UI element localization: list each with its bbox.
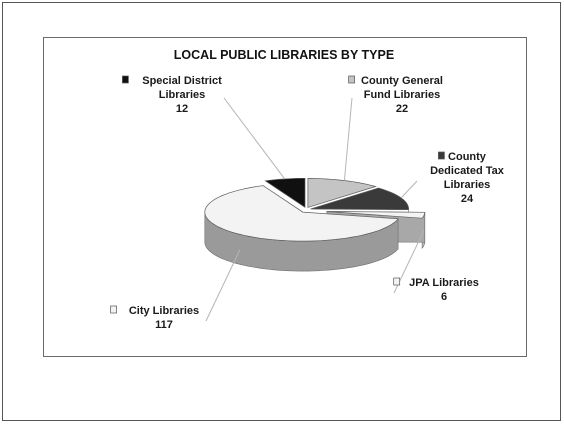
slice-label-text: Libraries [159, 89, 205, 101]
slice-label-text: Dedicated Tax [430, 165, 505, 177]
slice-label-text: County [448, 151, 487, 163]
pie-slice-5 [264, 177, 306, 208]
leader-line-5 [223, 97, 286, 180]
slice-label-4: City Libraries 117 [110, 305, 199, 331]
slice-marker [122, 75, 129, 84]
leader-line-1 [343, 97, 353, 181]
pie-slice-2 [310, 187, 409, 211]
leader-line-2 [400, 180, 418, 199]
slice-label-text: County General [361, 75, 443, 87]
slice-label-text: Special District [142, 75, 222, 87]
slice-marker [393, 277, 401, 286]
slice-value: 22 [396, 103, 408, 115]
leader-line-4 [205, 249, 241, 322]
slice-label-text: Fund Libraries [364, 89, 440, 101]
slice-value: 24 [461, 193, 474, 205]
outer-frame: LOCAL PUBLIC LIBRARIES BY TYPE County Ge… [2, 2, 561, 421]
slice-marker [348, 75, 355, 84]
slice-label-2: County Dedicated Tax Libraries 24 [430, 151, 505, 205]
slice-label-text: City Libraries [129, 305, 199, 317]
slice-label-text: JPA Libraries [409, 277, 479, 289]
slice-label-5: Special District Libraries 12 [122, 75, 222, 115]
pie-slice-4 [204, 185, 399, 242]
slice-value: 6 [441, 291, 447, 303]
pie-chart: LOCAL PUBLIC LIBRARIES BY TYPE County Ge… [110, 48, 505, 331]
chart-panel: LOCAL PUBLIC LIBRARIES BY TYPE County Ge… [43, 37, 527, 357]
slice-value: 12 [176, 103, 188, 115]
slice-marker [110, 305, 117, 314]
pie-slice-3 [326, 211, 426, 219]
slice-label-text: Libraries [444, 179, 490, 191]
slice-value: 117 [155, 319, 173, 331]
slice-label-1: County General Fund Libraries 22 [348, 75, 443, 115]
chart-title: LOCAL PUBLIC LIBRARIES BY TYPE [174, 48, 394, 62]
slice-marker [438, 151, 445, 160]
slice-label-3: JPA Libraries 6 [393, 277, 479, 303]
